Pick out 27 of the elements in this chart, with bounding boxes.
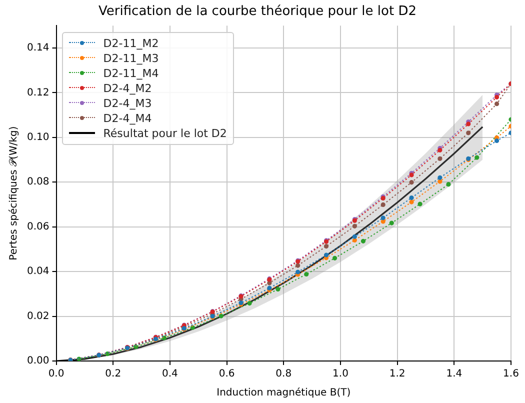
- legend-label: D2-4_M4: [103, 112, 152, 125]
- y-tick-label: 0.04: [27, 266, 50, 278]
- x-tick-label: 0.2: [105, 368, 122, 380]
- x-tick-label: 1.4: [446, 368, 462, 380]
- x-tick-label: 1.0: [332, 368, 348, 380]
- legend-label: D2-4_M3: [103, 96, 152, 110]
- x-tick-label: 1.2: [389, 368, 406, 380]
- x-tick-label: 0.0: [48, 368, 64, 380]
- legend-label: Résultat pour le lot D2: [103, 126, 227, 140]
- y-tick-label: 0.00: [27, 356, 50, 367]
- y-tick-label: 0.02: [27, 310, 50, 322]
- y-tick-label: 0.06: [27, 221, 50, 232]
- x-tick-label: 0.8: [276, 368, 292, 380]
- y-tick-label: 0.12: [27, 87, 50, 98]
- chart-title: Verification de la courbe théorique pour le lot D2: [98, 4, 416, 20]
- x-tick-label: 1.6: [503, 368, 519, 380]
- y-axis-title: Pertes spécifiques 𝒫(W/kg): [8, 126, 20, 260]
- legend-label: D2-11_M4: [103, 66, 159, 80]
- y-tick-label: 0.14: [27, 42, 50, 54]
- legend-label: D2-11_M2: [103, 36, 159, 50]
- legend-label: D2-11_M3: [103, 52, 159, 65]
- x-tick-label: 0.4: [162, 368, 178, 380]
- x-axis-title: Induction magnétique B(T): [216, 388, 351, 399]
- legend-label: D2-4_M2: [103, 82, 152, 95]
- y-tick-label: 0.10: [27, 132, 50, 143]
- y-tick-label: 0.08: [27, 176, 50, 188]
- x-tick-label: 0.6: [218, 368, 235, 380]
